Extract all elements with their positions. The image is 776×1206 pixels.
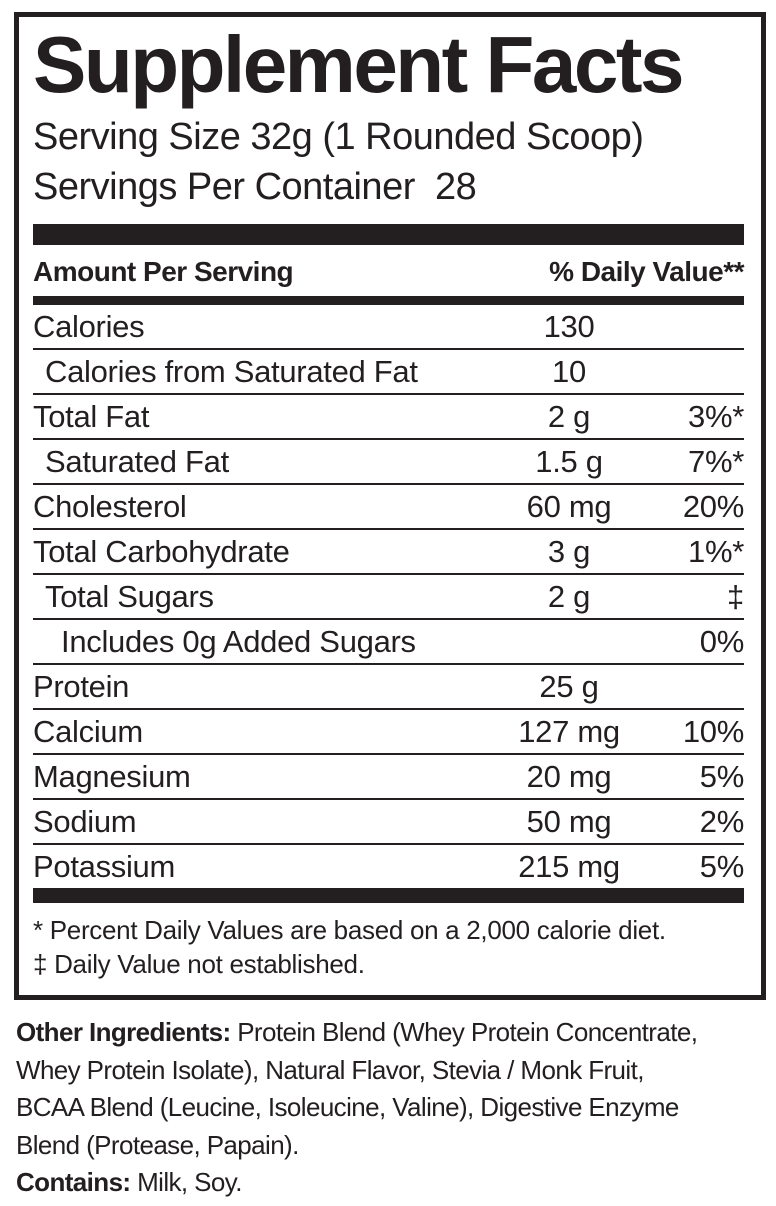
nutrient-amount: 50 mg (526, 803, 612, 839)
other-ingredients: Other Ingredients: Protein Blend (Whey P… (16, 1014, 768, 1164)
nutrient-label: Calories (33, 308, 145, 344)
row-magnesium: Magnesium 20 mg 5% (33, 753, 744, 798)
nutrient-daily-value: 1%* (688, 533, 744, 569)
nutrient-label: Cholesterol (33, 488, 187, 524)
nutrient-table: Calories 130 Calories from Saturated Fat… (33, 305, 744, 888)
footnote-daily-values: * Percent Daily Values are based on a 2,… (33, 915, 666, 945)
nutrient-daily-value: 3%* (688, 398, 744, 434)
row-calories-from-saturated-fat: Calories from Saturated Fat 10 (33, 348, 744, 393)
other-ingredients-line-2: Whey Protein Isolate), Natural Flavor, S… (16, 1054, 644, 1085)
separator-bar-header (33, 296, 744, 305)
row-protein: Protein 25 g (33, 663, 744, 708)
nutrient-label: Total Carbohydrate (33, 533, 290, 569)
row-total-carbohydrate: Total Carbohydrate 3 g 1%* (33, 528, 744, 573)
other-ingredients-line-3: BCAA Blend (Leucine, Isoleucine, Valine)… (16, 1092, 679, 1122)
nutrient-label: Total Fat (33, 398, 150, 434)
other-ingredients-label: Other Ingredients: (16, 1017, 231, 1047)
nutrient-amount: 130 (543, 308, 595, 344)
nutrient-amount: 20 mg (526, 758, 612, 794)
nutrient-amount: 25 g (539, 668, 599, 704)
nutrient-amount: 2 g (547, 398, 591, 434)
nutrient-label: Sodium (33, 803, 137, 839)
row-calcium: Calcium 127 mg 10% (33, 708, 744, 753)
contains-label: Contains: (16, 1167, 131, 1197)
row-potassium: Potassium 215 mg 5% (33, 843, 744, 888)
row-saturated-fat: Saturated Fat 1.5 g 7%* (33, 438, 744, 483)
nutrient-label: Calories from Saturated Fat (45, 353, 418, 389)
nutrient-label: Saturated Fat (45, 443, 229, 479)
nutrient-daily-value: 7%* (688, 443, 744, 479)
contains-text: Milk, Soy. (137, 1167, 242, 1197)
nutrient-amount: 3 g (547, 533, 591, 569)
serving-size: Serving Size 32g (1 Rounded Scoop) (33, 116, 644, 158)
table-header-row: Amount Per Serving % Daily Value** (33, 245, 744, 296)
footnote-not-established: ‡ Daily Value not established. (33, 949, 365, 979)
nutrient-label: Potassium (33, 848, 176, 884)
nutrient-amount: 10 (552, 353, 586, 389)
footnotes: * Percent Daily Values are based on a 2,… (33, 903, 744, 995)
row-sodium: Sodium 50 mg 2% (33, 798, 744, 843)
row-cholesterol: Cholesterol 60 mg 20% (33, 483, 744, 528)
nutrient-amount: 127 mg (518, 713, 620, 749)
nutrient-amount: 1.5 g (535, 443, 603, 479)
nutrient-amount: 215 mg (518, 848, 620, 884)
row-added-sugars: Includes 0g Added Sugars 0% (33, 618, 744, 663)
nutrient-label: Includes 0g Added Sugars (61, 623, 416, 659)
nutrient-label: Protein (33, 668, 130, 704)
row-total-sugars: Total Sugars 2 g ‡ (33, 573, 744, 618)
separator-bar-bottom (33, 888, 744, 903)
nutrient-label: Total Sugars (45, 578, 214, 614)
nutrient-daily-value: 0% (699, 623, 745, 659)
other-ingredients-line-1: Protein Blend (Whey Protein Concentrate, (237, 1017, 698, 1047)
nutrient-label: Calcium (33, 713, 143, 749)
supplement-facts-panel: Supplement Facts Serving Size 32g (1 Rou… (14, 12, 766, 1000)
separator-bar-top (33, 224, 744, 245)
ingredients-section: Other Ingredients: Protein Blend (Whey P… (16, 1014, 768, 1202)
nutrient-daily-value: 5% (699, 848, 745, 884)
servings-per-container: Servings Per Container 28 (33, 166, 477, 208)
contains-statement: Contains: Milk, Soy. (16, 1164, 768, 1202)
amount-per-serving-header: Amount Per Serving (33, 256, 294, 287)
row-calories: Calories 130 (33, 305, 744, 348)
nutrient-daily-value: ‡ (727, 578, 744, 614)
nutrient-amount: 2 g (547, 578, 591, 614)
nutrient-label: Magnesium (33, 758, 191, 794)
panel-title: Supplement Facts (33, 20, 685, 109)
daily-value-header: % Daily Value** (549, 256, 744, 287)
nutrient-daily-value: 20% (682, 488, 744, 524)
nutrient-daily-value: 5% (699, 758, 745, 794)
row-total-fat: Total Fat 2 g 3%* (33, 393, 744, 438)
nutrient-amount: 60 mg (526, 488, 612, 524)
nutrient-daily-value: 2% (699, 803, 745, 839)
nutrient-daily-value: 10% (682, 713, 744, 749)
other-ingredients-line-4: Blend (Protease, Papain). (16, 1129, 299, 1160)
